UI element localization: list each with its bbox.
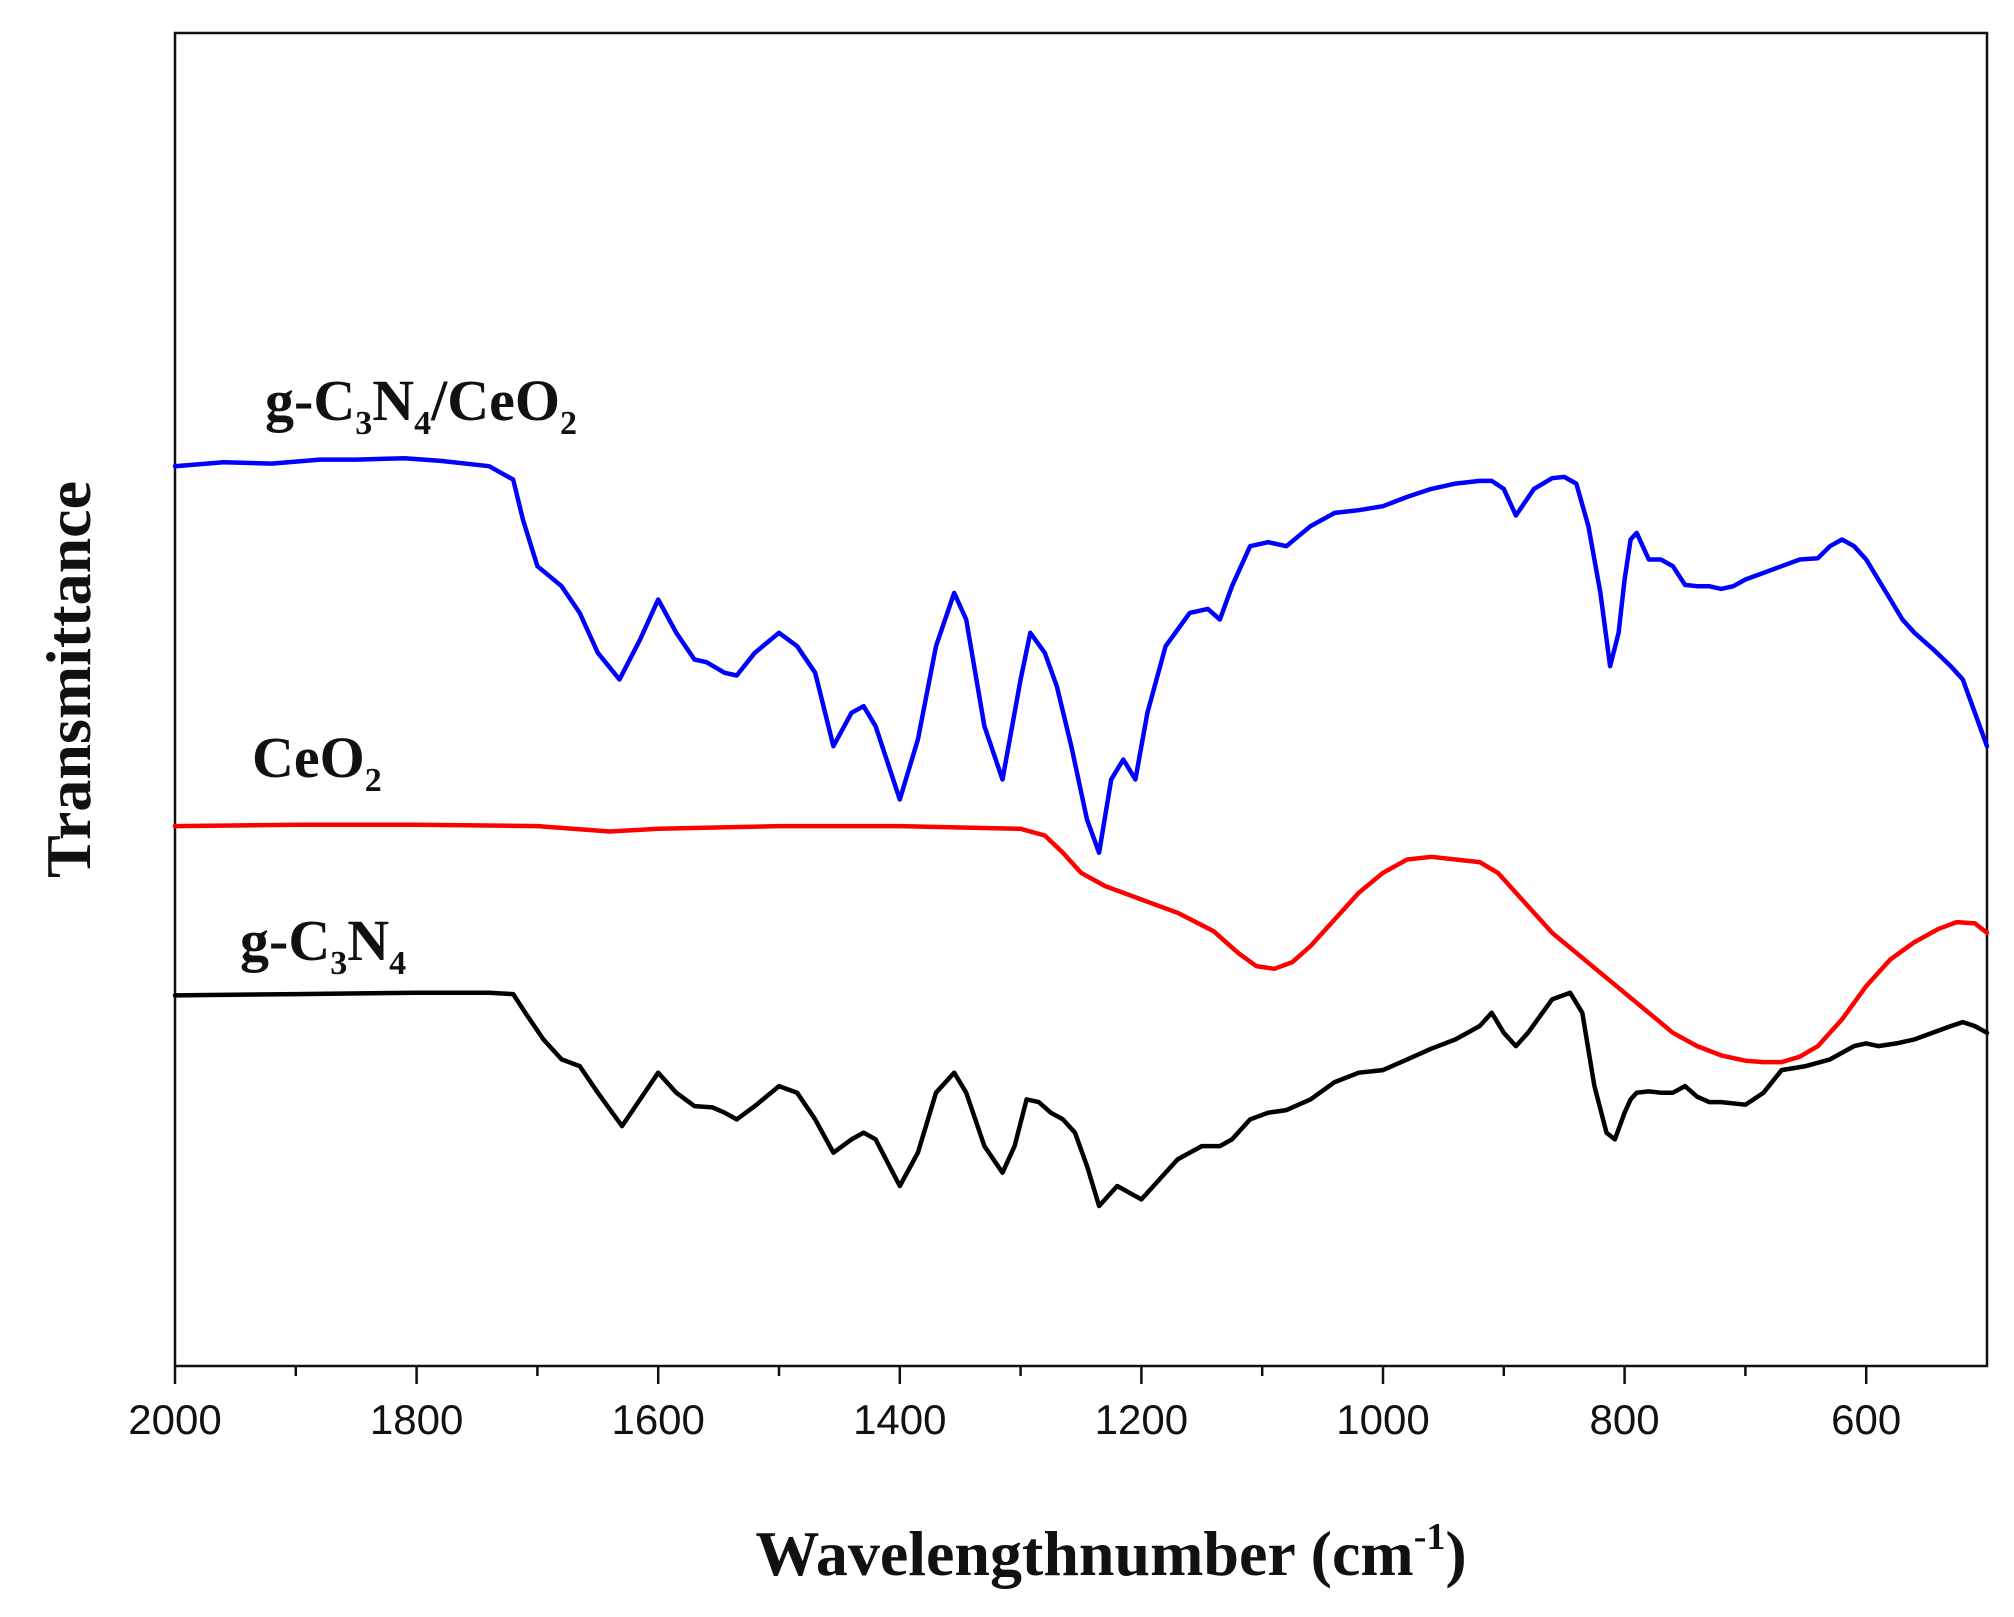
- x-tick-label: 1200: [1095, 1396, 1188, 1443]
- x-axis-title-close: ): [1445, 1518, 1466, 1589]
- x-tick-label: 1000: [1336, 1396, 1429, 1443]
- plot-frame: [173, 31, 1989, 1368]
- x-tick-label: 800: [1590, 1396, 1660, 1443]
- x-tick-label: 600: [1831, 1396, 1901, 1443]
- y-axis-title: Transmittance: [33, 481, 104, 878]
- x-tick-label: 1400: [853, 1396, 946, 1443]
- x-axis-title-main: Wavelengthnumber (cm: [755, 1518, 1413, 1589]
- x-axis-ticks: [173, 1366, 1868, 1384]
- series-line-g-c3n4-ceo2: [172, 455, 1990, 856]
- series-line-ceo2: [172, 822, 1990, 1065]
- series-label-ceo2: CeO2: [252, 725, 382, 799]
- x-axis-title-sup: -1: [1414, 1516, 1446, 1558]
- series-labels: g-C3N4/CeO2 CeO2 g-C3N4: [240, 368, 577, 982]
- series-line-g-c3n4: [172, 990, 1990, 1209]
- series-label-g-c3n4: g-C3N4: [240, 908, 406, 982]
- x-tick-label: 1800: [370, 1396, 463, 1443]
- series-layer: [172, 455, 1990, 1209]
- x-tick-label: 1600: [611, 1396, 704, 1443]
- x-axis-title: Wavelengthnumber (cm-1): [755, 1516, 1466, 1589]
- x-tick-label: 2000: [128, 1396, 221, 1443]
- series-label-g-c3n4-ceo2: g-C3N4/CeO2: [265, 368, 577, 442]
- x-axis-tick-labels: 2000 1800 1600 1400 1200 1000 800 600: [128, 1396, 1901, 1443]
